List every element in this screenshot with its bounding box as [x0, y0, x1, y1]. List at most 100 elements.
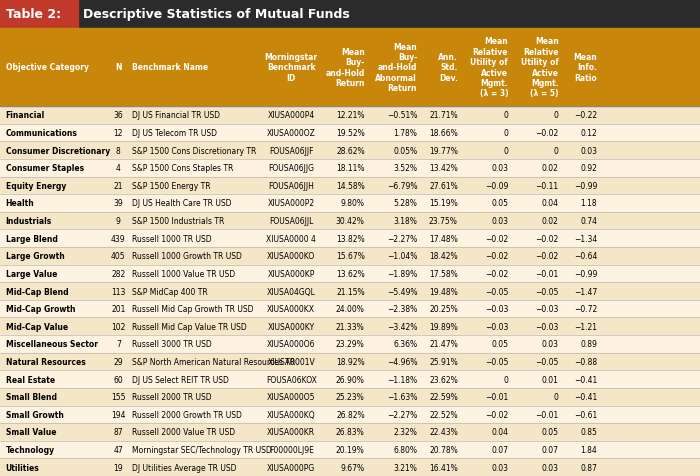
Text: 36: 36 [113, 111, 123, 120]
Text: S&P North American Natural Resources TR: S&P North American Natural Resources TR [132, 357, 295, 366]
Text: 21: 21 [113, 181, 123, 190]
Text: Morningstar SEC/Technology TR USD: Morningstar SEC/Technology TR USD [132, 445, 272, 454]
Text: 0.04: 0.04 [542, 199, 559, 208]
Text: −0.99: −0.99 [574, 269, 597, 278]
Text: 0.03: 0.03 [542, 340, 559, 348]
Text: −0.41: −0.41 [574, 375, 597, 384]
Bar [0, 370, 700, 388]
Text: 18.42%: 18.42% [429, 252, 458, 261]
Text: 0: 0 [554, 146, 559, 155]
Text: −0.51%: −0.51% [387, 111, 417, 120]
Text: 0.03: 0.03 [580, 146, 597, 155]
Text: 17.48%: 17.48% [429, 234, 458, 243]
Text: 6.80%: 6.80% [393, 445, 417, 454]
Text: 18.11%: 18.11% [336, 164, 365, 173]
Text: Mean
Info.
Ratio: Mean Info. Ratio [573, 53, 597, 82]
Bar [0, 265, 700, 283]
Text: 0.01: 0.01 [542, 375, 559, 384]
Text: −0.01: −0.01 [485, 392, 508, 401]
Text: 21.47%: 21.47% [429, 340, 458, 348]
Text: S&P 1500 Industrials TR: S&P 1500 Industrials TR [132, 217, 224, 226]
Text: 9.67%: 9.67% [341, 463, 365, 472]
Text: XIUSA000O6: XIUSA000O6 [267, 340, 316, 348]
Text: 194: 194 [111, 410, 125, 419]
Text: 0.87: 0.87 [580, 463, 597, 472]
Text: 1.84: 1.84 [580, 445, 597, 454]
Text: Descriptive Statistics of Mutual Funds: Descriptive Statistics of Mutual Funds [83, 8, 349, 21]
Text: 0.92: 0.92 [580, 164, 597, 173]
Text: Mid-Cap Value: Mid-Cap Value [6, 322, 68, 331]
Text: Russell 1000 TR USD: Russell 1000 TR USD [132, 234, 211, 243]
Text: Large Growth: Large Growth [6, 252, 64, 261]
Text: −1.47: −1.47 [574, 287, 597, 296]
Text: 25.23%: 25.23% [336, 392, 365, 401]
Text: 0.05: 0.05 [491, 199, 508, 208]
Text: Communications: Communications [6, 129, 78, 138]
Bar [0, 353, 700, 370]
Text: 15.67%: 15.67% [336, 252, 365, 261]
Text: −0.05: −0.05 [536, 357, 559, 366]
Text: 16.41%: 16.41% [429, 463, 458, 472]
Text: −0.03: −0.03 [536, 305, 559, 314]
Text: −0.03: −0.03 [485, 305, 508, 314]
Text: 0.07: 0.07 [491, 445, 508, 454]
Text: −0.22: −0.22 [574, 111, 597, 120]
Text: XIUSA000O5: XIUSA000O5 [267, 392, 316, 401]
Text: Russell 2000 Growth TR USD: Russell 2000 Growth TR USD [132, 410, 241, 419]
Text: Russell 3000 TR USD: Russell 3000 TR USD [132, 340, 211, 348]
Text: −6.79%: −6.79% [386, 181, 417, 190]
Text: 113: 113 [111, 287, 125, 296]
Text: Benchmark Name: Benchmark Name [132, 63, 208, 72]
Text: 0: 0 [554, 111, 559, 120]
Text: 28.62%: 28.62% [336, 146, 365, 155]
Text: 0.02: 0.02 [542, 217, 559, 226]
Text: −0.09: −0.09 [485, 181, 508, 190]
Text: −2.27%: −2.27% [387, 234, 417, 243]
Text: XIUSA000KP: XIUSA000KP [267, 269, 315, 278]
Text: 0.05%: 0.05% [393, 146, 417, 155]
Text: −2.27%: −2.27% [387, 410, 417, 419]
Text: Russell Mid Cap Growth TR USD: Russell Mid Cap Growth TR USD [132, 305, 253, 314]
Text: DJ US Financial TR USD: DJ US Financial TR USD [132, 111, 220, 120]
Bar [0, 406, 700, 423]
Text: −0.02: −0.02 [536, 234, 559, 243]
Text: DJ US Select REIT TR USD: DJ US Select REIT TR USD [132, 375, 228, 384]
Text: 30.42%: 30.42% [336, 217, 365, 226]
Text: −0.11: −0.11 [536, 181, 559, 190]
Text: 39: 39 [113, 199, 123, 208]
Bar [0, 124, 700, 142]
Text: Large Blend: Large Blend [6, 234, 57, 243]
Text: −0.03: −0.03 [485, 322, 508, 331]
Text: 13.62%: 13.62% [336, 269, 365, 278]
Text: 25.91%: 25.91% [429, 357, 458, 366]
Text: Mid-Cap Blend: Mid-Cap Blend [6, 287, 68, 296]
Text: 26.83%: 26.83% [336, 427, 365, 436]
Text: Natural Resources: Natural Resources [6, 357, 85, 366]
Text: FOUSA06JJL: FOUSA06JJL [269, 217, 314, 226]
Text: Mean
Buy-
and-Hold
Abnormal
Return: Mean Buy- and-Hold Abnormal Return [375, 42, 417, 93]
Text: 0.02: 0.02 [542, 164, 559, 173]
Bar [0, 177, 700, 195]
Text: S&P 1500 Energy TR: S&P 1500 Energy TR [132, 181, 210, 190]
Text: Russell 2000 Value TR USD: Russell 2000 Value TR USD [132, 427, 234, 436]
Text: 15.19%: 15.19% [429, 199, 458, 208]
Text: XIUSA04GQL: XIUSA04GQL [267, 287, 316, 296]
Text: 102: 102 [111, 322, 125, 331]
Text: −0.02: −0.02 [485, 269, 508, 278]
Text: Small Value: Small Value [6, 427, 56, 436]
Text: 19: 19 [113, 463, 123, 472]
Text: −0.88: −0.88 [574, 357, 597, 366]
Text: 5.28%: 5.28% [393, 199, 417, 208]
Text: Miscellaneous Sector: Miscellaneous Sector [6, 340, 97, 348]
Text: −1.63%: −1.63% [387, 392, 417, 401]
Text: 22.43%: 22.43% [429, 427, 458, 436]
Text: 22.59%: 22.59% [429, 392, 458, 401]
Text: 0.03: 0.03 [491, 164, 508, 173]
Text: 24.00%: 24.00% [336, 305, 365, 314]
Text: 0.05: 0.05 [542, 427, 559, 436]
Text: 0.12: 0.12 [580, 129, 597, 138]
Text: 1.18: 1.18 [580, 199, 597, 208]
Bar [0, 336, 700, 353]
Text: Objective Category: Objective Category [6, 63, 89, 72]
Text: XIUSA000KX: XIUSA000KX [267, 305, 315, 314]
